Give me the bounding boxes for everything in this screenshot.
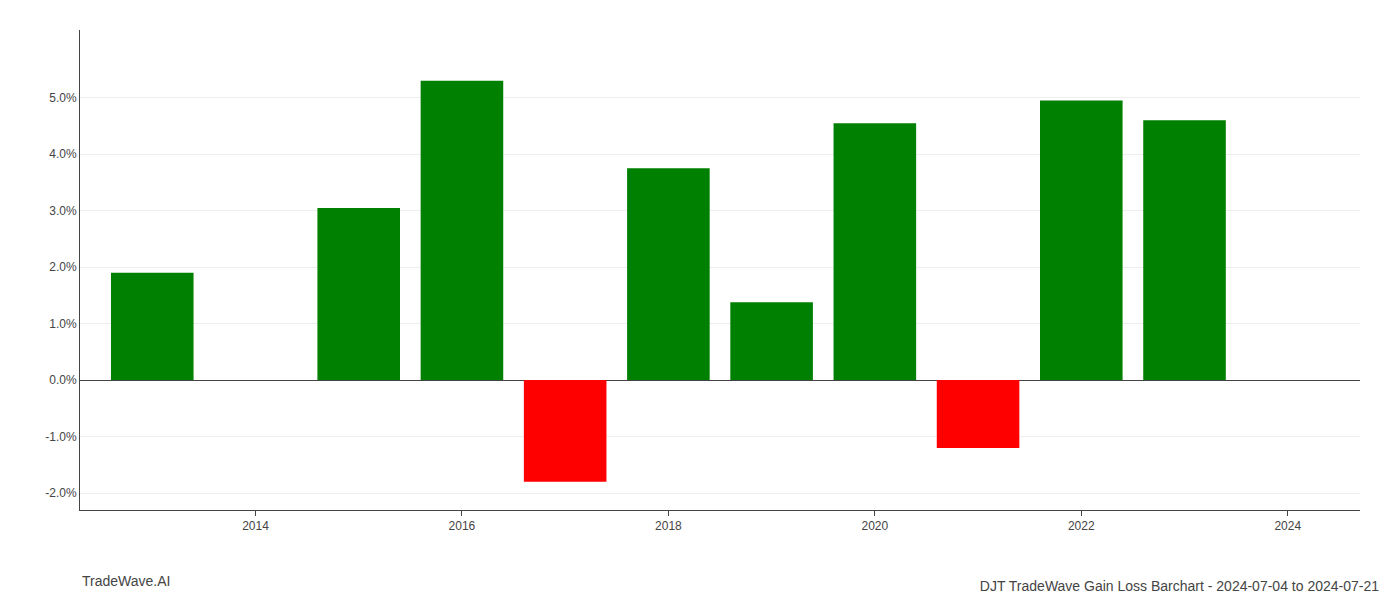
svg-text:2016: 2016 (449, 519, 476, 533)
svg-text:2018: 2018 (655, 519, 682, 533)
svg-text:2024: 2024 (1274, 519, 1301, 533)
svg-text:-1.0%: -1.0% (45, 430, 77, 444)
svg-text:4.0%: 4.0% (49, 147, 77, 161)
svg-text:2020: 2020 (861, 519, 888, 533)
svg-text:2022: 2022 (1068, 519, 1095, 533)
svg-text:2.0%: 2.0% (49, 260, 77, 274)
svg-text:-2.0%: -2.0% (45, 486, 77, 500)
svg-text:1.0%: 1.0% (49, 317, 77, 331)
svg-text:0.0%: 0.0% (49, 373, 77, 387)
svg-text:TradeWave.AI: TradeWave.AI (82, 573, 170, 589)
svg-text:DJT TradeWave Gain Loss Barcha: DJT TradeWave Gain Loss Barchart - 2024-… (980, 578, 1379, 594)
svg-text:2014: 2014 (242, 519, 269, 533)
svg-text:3.0%: 3.0% (49, 204, 77, 218)
svg-text:5.0%: 5.0% (49, 91, 77, 105)
